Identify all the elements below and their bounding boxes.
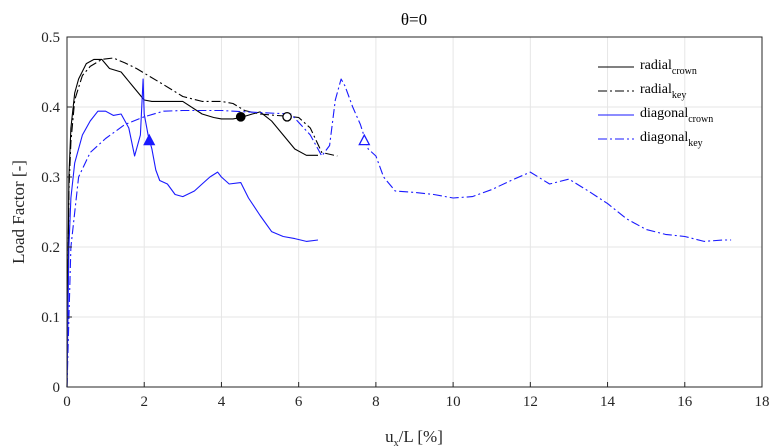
x-tick-label: 18 bbox=[755, 394, 770, 410]
y-axis-label: Load Factor [-] bbox=[9, 160, 28, 264]
legend: radialcrownradialkeydiagonalcrowndiagona… bbox=[598, 58, 713, 149]
y-tick-label: 0 bbox=[53, 380, 61, 396]
legend-entry: radialcrown bbox=[640, 58, 697, 77]
legend-entry-subscript: crown bbox=[688, 114, 713, 125]
chart-title: θ=0 bbox=[401, 10, 427, 29]
x-tick-label: 6 bbox=[295, 394, 303, 410]
series-line-diagonal-crown bbox=[66, 78, 319, 388]
legend-entry-name: radial bbox=[640, 82, 672, 97]
x-tick-label: 4 bbox=[218, 394, 226, 410]
ticks: 0 2 4 6 8 10 12 14 16 18 0 0.1 0.2 0.3 0.4 0.5 bbox=[41, 30, 769, 410]
x-axis-label-main: u bbox=[385, 427, 394, 446]
marker-radial-crown bbox=[235, 111, 246, 122]
x-tick-label: 2 bbox=[140, 394, 148, 410]
marker-diagonal-crown bbox=[143, 133, 156, 146]
x-axis-label-sub: x bbox=[394, 438, 399, 448]
marker-layer bbox=[143, 111, 371, 146]
marker-radial-key bbox=[282, 111, 292, 122]
x-tick-label: 0 bbox=[63, 394, 71, 410]
legend-entry-name: diagonal bbox=[640, 130, 688, 145]
y-tick-label: 0.1 bbox=[41, 310, 60, 326]
legend-entry-subscript: crown bbox=[672, 66, 697, 77]
legend-entry: diagonalcrown bbox=[640, 106, 713, 125]
x-tick-label: 14 bbox=[600, 394, 616, 410]
legend-entry-subscript: key bbox=[672, 90, 686, 101]
x-axis-label: ux/L [%] bbox=[385, 427, 443, 448]
legend-entry-subscript: key bbox=[688, 138, 702, 149]
legend-entry: radialkey bbox=[640, 82, 686, 101]
series-line-radial-crown bbox=[66, 58, 318, 388]
plot-frame bbox=[66, 36, 763, 388]
grid bbox=[67, 37, 762, 387]
y-tick-label: 0.4 bbox=[41, 100, 60, 116]
x-tick-label: 16 bbox=[677, 394, 693, 410]
marker-diagonal-key bbox=[358, 133, 371, 146]
y-tick-label: 0.3 bbox=[41, 170, 60, 186]
legend-entry-name: diagonal bbox=[640, 106, 688, 121]
y-tick-label: 0.2 bbox=[41, 240, 60, 256]
plot-area bbox=[67, 37, 762, 387]
x-axis-label-rest: /L [%] bbox=[399, 427, 443, 446]
y-tick-label: 0.5 bbox=[41, 30, 60, 46]
x-tick-label: 12 bbox=[523, 394, 538, 410]
x-tick-label: 10 bbox=[446, 394, 461, 410]
legend-entry: diagonalkey bbox=[640, 130, 703, 149]
series-line-diagonal-key bbox=[66, 78, 732, 388]
legend-entry-name: radial bbox=[640, 58, 672, 73]
x-tick-label: 8 bbox=[372, 394, 380, 410]
